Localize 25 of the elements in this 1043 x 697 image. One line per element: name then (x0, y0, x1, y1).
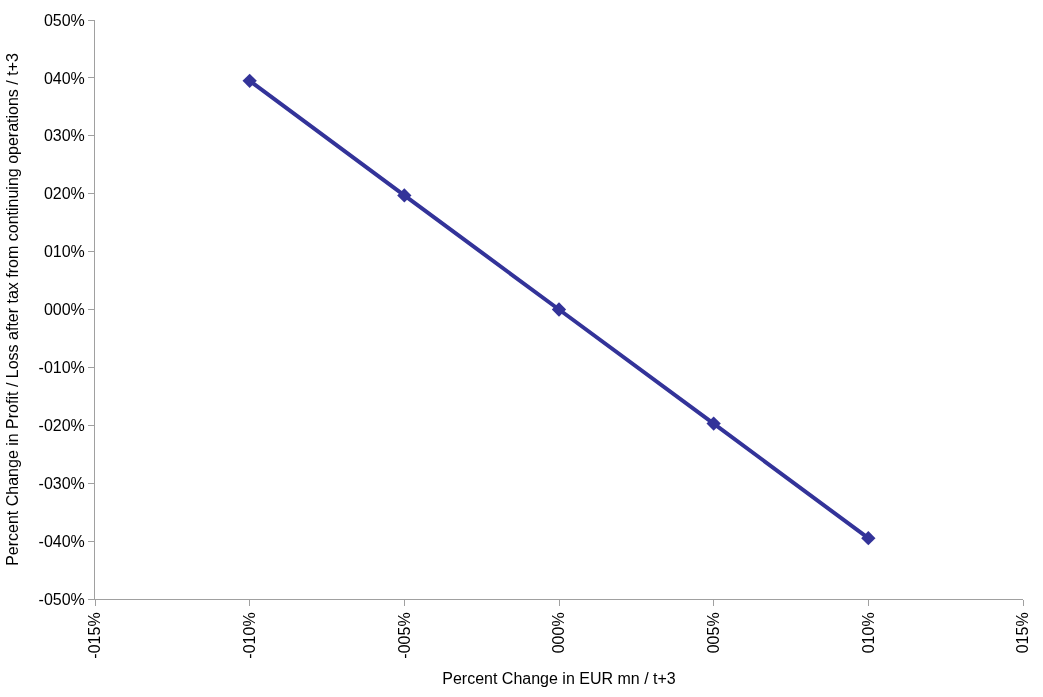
y-tick-label: -040% (38, 532, 85, 550)
point (706, 416, 721, 431)
y-tick-label: 030% (43, 127, 85, 145)
y-tick-label: 020% (43, 185, 85, 203)
point (397, 188, 412, 203)
x-tick-label: 000% (550, 612, 568, 654)
x-tick-label: -015% (86, 612, 104, 659)
y-tick-label: -030% (38, 474, 85, 492)
y-tick-label: 000% (43, 301, 85, 319)
y-tick-label: -050% (38, 590, 85, 608)
x-tick-label: -005% (395, 612, 413, 659)
x-tick-label: 010% (859, 612, 877, 654)
y-tick-label: 050% (43, 11, 85, 29)
x-axis-title: Percent Change in EUR mn / t+3 (442, 670, 676, 688)
y-tick-label: -010% (38, 359, 85, 376)
y-tick-label: 010% (43, 243, 85, 261)
point (551, 302, 567, 317)
x-tick-label: 015% (1014, 612, 1032, 654)
y-axis-title: Percent Change in Profit / Loss after tax from continuing operations / t+3 (4, 53, 22, 566)
y-tick-label: 040% (43, 69, 85, 87)
x-tick-label: -010% (240, 612, 258, 659)
y-tick-label: -020% (38, 416, 85, 434)
x-tick-label: 005% (704, 612, 722, 654)
point (861, 531, 876, 546)
point (242, 73, 257, 88)
